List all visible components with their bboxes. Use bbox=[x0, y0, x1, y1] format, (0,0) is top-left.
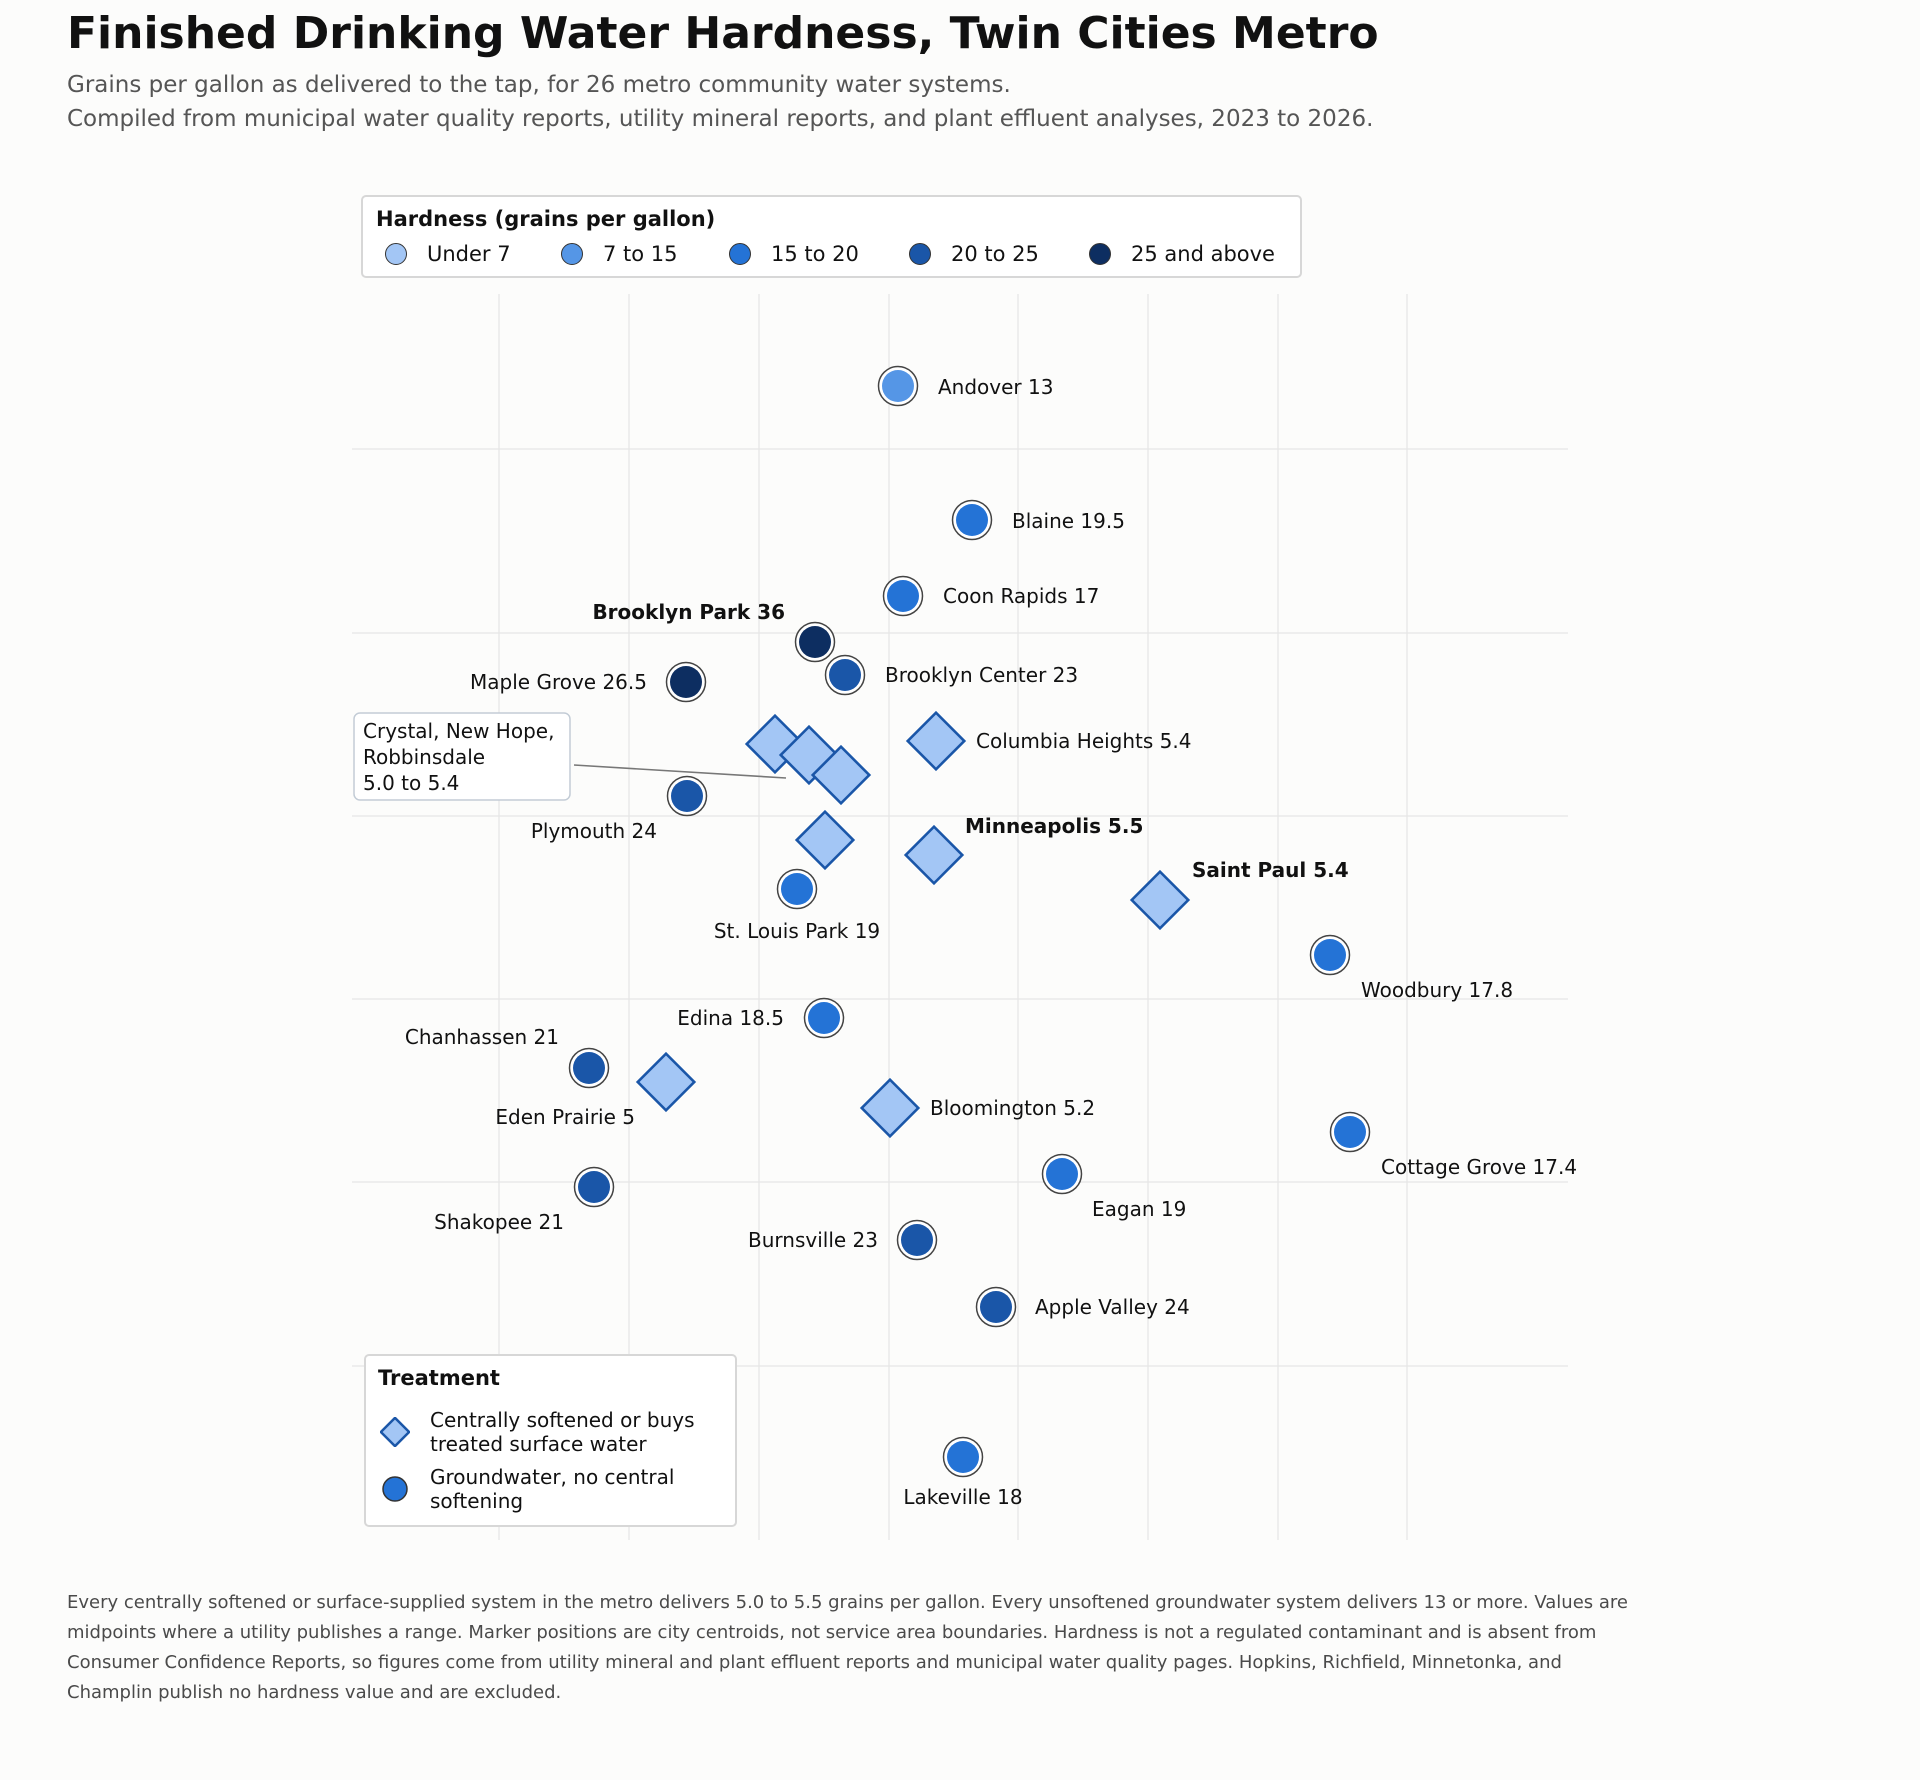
marker-brooklyn-center bbox=[829, 659, 861, 691]
marker-brooklyn-park bbox=[799, 626, 831, 658]
label-brooklyn-center: Brooklyn Center 23 bbox=[885, 663, 1078, 687]
marker-eden-prairie bbox=[635, 1051, 697, 1113]
label-brooklyn-park: Brooklyn Park 36 bbox=[592, 600, 785, 624]
marker-robbinsdale bbox=[810, 744, 872, 806]
marker-shakopee bbox=[578, 1171, 610, 1203]
legend-item-25-and-above: 25 and above bbox=[1089, 239, 1275, 269]
legend-label-softened: Centrally softened or buys treated surfa… bbox=[430, 1408, 695, 1456]
label-columbia-heights: Columbia Heights 5.4 bbox=[976, 729, 1191, 753]
marker-cottage-grove bbox=[1334, 1116, 1366, 1148]
label-andover: Andover 13 bbox=[938, 375, 1053, 399]
label-woodbury: Woodbury 17.8 bbox=[1361, 978, 1513, 1002]
marker-st-louis-park bbox=[781, 873, 813, 905]
marker-burnsville bbox=[901, 1224, 933, 1256]
marker-coon-rapids bbox=[887, 580, 919, 612]
label-eagan: Eagan 19 bbox=[1092, 1197, 1186, 1221]
legend-item-15-to-20: 15 to 20 bbox=[729, 239, 859, 269]
marker-blaine bbox=[956, 504, 988, 536]
legend-label-7-to-15: 7 to 15 bbox=[603, 242, 678, 266]
map-grid bbox=[352, 294, 1568, 1540]
legend-item-20-to-25: 20 to 25 bbox=[909, 239, 1039, 269]
legend-label-25-and-above: 25 and above bbox=[1131, 242, 1275, 266]
city-labels: Andover 13 Blaine 19.5 Coon Rapids 17 Brook… bbox=[405, 375, 1577, 1509]
legend-label-20-to-25: 20 to 25 bbox=[951, 242, 1039, 266]
hardness-legend: Hardness (grains per gallon) Under 7 7 t… bbox=[361, 195, 1302, 278]
treatment-legend-title: Treatment bbox=[378, 1366, 500, 1390]
legend-swatch-25-and-above bbox=[1089, 243, 1111, 265]
label-plymouth: Plymouth 24 bbox=[531, 819, 657, 843]
label-bloomington: Bloomington 5.2 bbox=[930, 1096, 1095, 1120]
callout-line-2: Robbinsdale bbox=[363, 745, 485, 769]
legend-swatch-7-to-15 bbox=[561, 243, 583, 265]
label-edina: Edina 18.5 bbox=[677, 1006, 784, 1030]
legend-swatch-15-to-20 bbox=[729, 243, 751, 265]
label-saint-paul: Saint Paul 5.4 bbox=[1192, 858, 1349, 882]
callout-leader-line bbox=[573, 764, 787, 779]
marker-andover bbox=[882, 370, 914, 402]
marker-bloomington bbox=[859, 1077, 921, 1139]
label-lakeville: Lakeville 18 bbox=[903, 1485, 1022, 1509]
circle-icon bbox=[380, 1465, 410, 1513]
callout-line-3: 5.0 to 5.4 bbox=[363, 771, 459, 795]
city-markers bbox=[568, 365, 1371, 1478]
marker-golden-valley bbox=[794, 809, 856, 871]
legend-label-groundwater: Groundwater, no central softening bbox=[430, 1465, 675, 1513]
footnote: Every centrally softened or surface-supp… bbox=[67, 1592, 1628, 1703]
marker-plymouth bbox=[671, 780, 703, 812]
legend-item-groundwater: Groundwater, no central softening bbox=[380, 1465, 730, 1513]
label-blaine: Blaine 19.5 bbox=[1012, 509, 1125, 533]
callout-box bbox=[353, 712, 571, 801]
marker-lakeville bbox=[947, 1441, 979, 1473]
diamond-icon bbox=[380, 1408, 410, 1456]
legend-item-7-to-15: 7 to 15 bbox=[561, 239, 678, 269]
label-maple-grove: Maple Grove 26.5 bbox=[470, 670, 647, 694]
marker-columbia-heights bbox=[905, 710, 967, 772]
label-chanhassen: Chanhassen 21 bbox=[405, 1025, 559, 1049]
callout-crystal-new-hope-robbinsdale: Crystal, New Hope, Robbinsdale 5.0 to 5.… bbox=[353, 712, 787, 801]
label-st-louis-park: St. Louis Park 19 bbox=[714, 919, 880, 943]
label-apple-valley: Apple Valley 24 bbox=[1035, 1295, 1190, 1319]
label-cottage-grove: Cottage Grove 17.4 bbox=[1381, 1155, 1577, 1179]
label-shakopee: Shakopee 21 bbox=[434, 1210, 564, 1234]
marker-eagan bbox=[1046, 1158, 1078, 1190]
legend-swatch-under-7 bbox=[385, 243, 407, 265]
marker-saint-paul bbox=[1129, 869, 1191, 931]
callout-line-1: Crystal, New Hope, bbox=[363, 719, 554, 743]
hardness-legend-title: Hardness (grains per gallon) bbox=[376, 207, 716, 231]
marker-edina bbox=[808, 1002, 840, 1034]
label-coon-rapids: Coon Rapids 17 bbox=[943, 584, 1099, 608]
page-title: Finished Drinking Water Hardness, Twin C… bbox=[67, 8, 1379, 59]
legend-item-under-7: Under 7 bbox=[385, 239, 511, 269]
marker-chanhassen bbox=[573, 1052, 605, 1084]
legend-label-15-to-20: 15 to 20 bbox=[771, 242, 859, 266]
subtitle-line-1: Grains per gallon as delivered to the ta… bbox=[67, 72, 1011, 98]
marker-minneapolis bbox=[903, 824, 965, 886]
marker-woodbury bbox=[1314, 939, 1346, 971]
treatment-legend: Treatment Centrally softened or buys tre… bbox=[364, 1354, 737, 1527]
label-eden-prairie: Eden Prairie 5 bbox=[495, 1105, 635, 1129]
label-minneapolis: Minneapolis 5.5 bbox=[965, 814, 1143, 838]
legend-item-softened: Centrally softened or buys treated surfa… bbox=[380, 1408, 730, 1456]
marker-apple-valley bbox=[980, 1291, 1012, 1323]
legend-label-under-7: Under 7 bbox=[427, 242, 511, 266]
label-burnsville: Burnsville 23 bbox=[748, 1228, 878, 1252]
subtitle-line-2: Compiled from municipal water quality re… bbox=[67, 106, 1374, 132]
marker-maple-grove bbox=[670, 666, 702, 698]
legend-swatch-20-to-25 bbox=[909, 243, 931, 265]
